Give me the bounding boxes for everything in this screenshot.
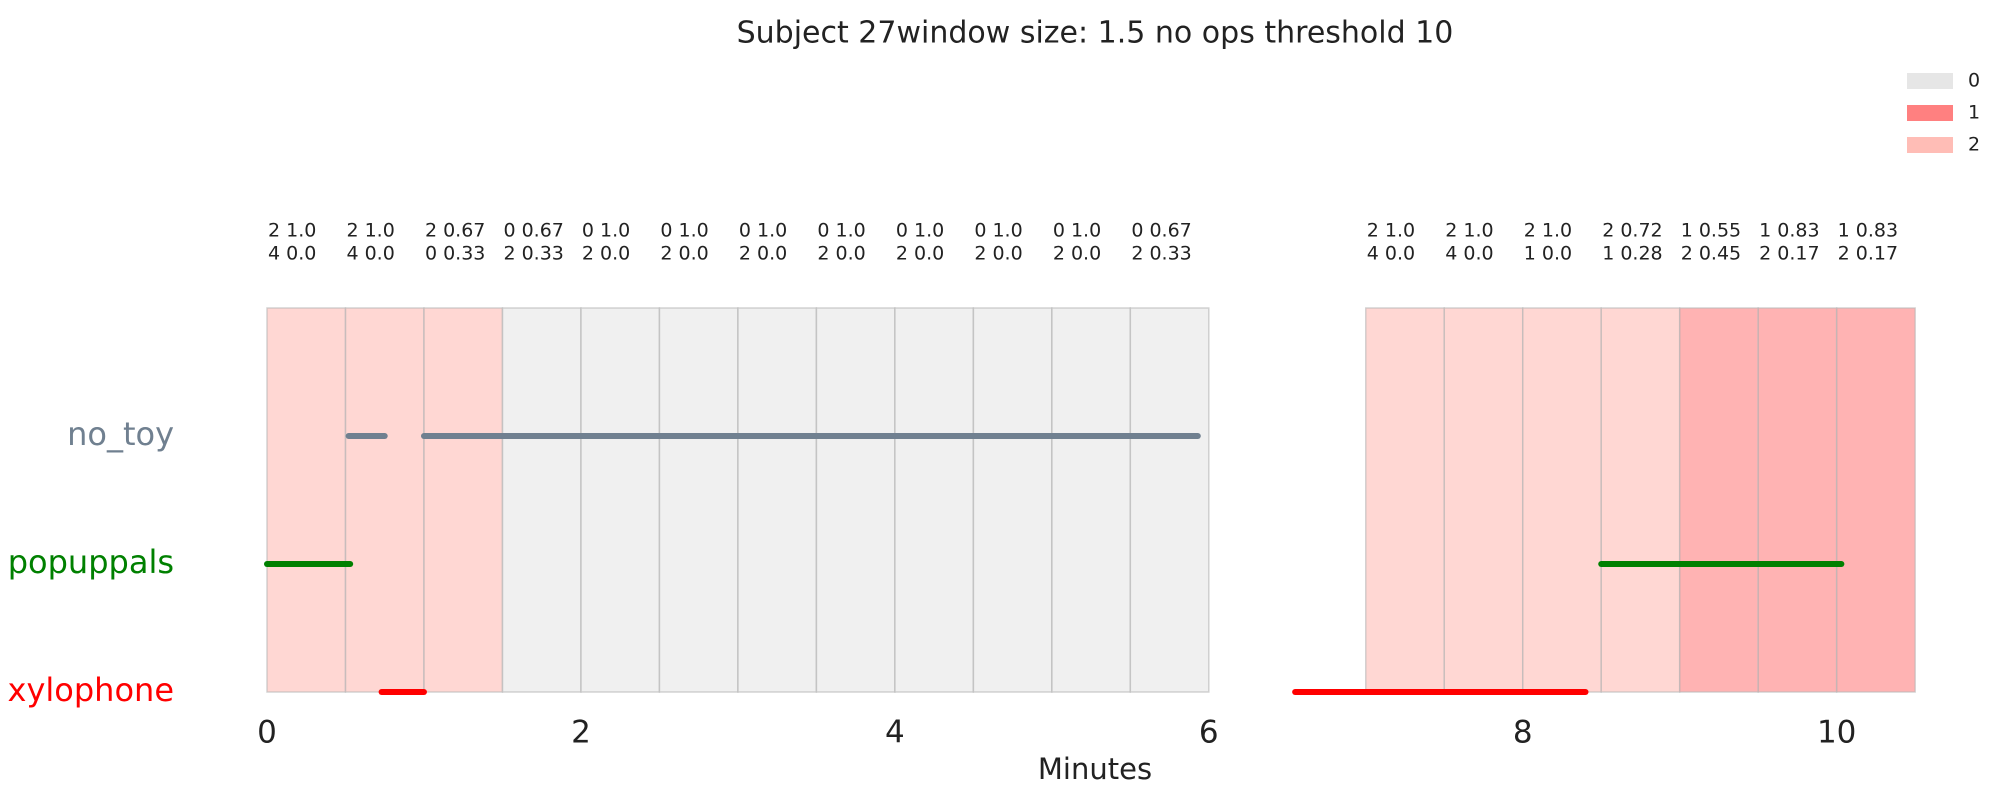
window-band bbox=[1129, 307, 1210, 693]
x-tick-label: 10 bbox=[1817, 715, 1856, 751]
window-label: 0 0.67 bbox=[1131, 220, 1191, 242]
x-tick-label: 8 bbox=[1513, 715, 1533, 751]
window-label: 2 0.45 bbox=[1681, 243, 1741, 265]
window-label: 1 0.55 bbox=[1681, 220, 1741, 242]
x-tick-label: 0 bbox=[257, 715, 277, 751]
legend-label: 0 bbox=[1968, 70, 1980, 92]
legend-swatch bbox=[1907, 137, 1953, 153]
chart-title: Subject 27window size: 1.5 no ops thresh… bbox=[737, 16, 1454, 51]
window-band bbox=[1521, 307, 1602, 693]
window-label: 0 1.0 bbox=[974, 220, 1022, 242]
window-label: 0 0.67 bbox=[503, 220, 563, 242]
window-label: 0 1.0 bbox=[582, 220, 630, 242]
window-label: 4 0.0 bbox=[1445, 243, 1493, 265]
window-label: 0 1.0 bbox=[896, 220, 944, 242]
window-label: 2 0.0 bbox=[660, 243, 708, 265]
window-label: 2 0.33 bbox=[1131, 243, 1191, 265]
window-label: 2 1.0 bbox=[268, 220, 316, 242]
window-label: 2 0.17 bbox=[1838, 243, 1898, 265]
row-label: xylophone bbox=[8, 671, 174, 709]
legend-swatch bbox=[1907, 73, 1953, 89]
window-label: 2 0.72 bbox=[1602, 220, 1662, 242]
window-label: 0 1.0 bbox=[817, 220, 865, 242]
window-label: 2 0.17 bbox=[1759, 243, 1819, 265]
window-band bbox=[501, 307, 582, 693]
window-band bbox=[894, 307, 975, 693]
window-label: 2 1.0 bbox=[346, 220, 394, 242]
window-band bbox=[1443, 307, 1524, 693]
window-label: 2 1.0 bbox=[1524, 220, 1572, 242]
window-band bbox=[1678, 307, 1759, 693]
window-label: 2 1.0 bbox=[1367, 220, 1415, 242]
row-label: popuppals bbox=[8, 543, 174, 581]
x-tick-label: 4 bbox=[885, 715, 905, 751]
window-label: 2 0.33 bbox=[503, 243, 563, 265]
window-label: 2 0.0 bbox=[1053, 243, 1101, 265]
legend-label: 1 bbox=[1968, 102, 1980, 124]
window-band bbox=[658, 307, 739, 693]
x-tick-label: 6 bbox=[1199, 715, 1219, 751]
window-label: 2 0.0 bbox=[896, 243, 944, 265]
window-band bbox=[344, 307, 425, 693]
legend-label: 2 bbox=[1968, 134, 1980, 156]
window-label: 0 1.0 bbox=[739, 220, 787, 242]
window-label: 1 0.83 bbox=[1759, 220, 1819, 242]
window-label: 4 0.0 bbox=[1367, 243, 1415, 265]
window-label: 2 0.67 bbox=[425, 220, 485, 242]
window-label: 1 0.83 bbox=[1838, 220, 1898, 242]
window-band bbox=[972, 307, 1053, 693]
window-label: 2 0.0 bbox=[974, 243, 1022, 265]
window-label: 1 0.28 bbox=[1602, 243, 1662, 265]
window-band bbox=[1757, 307, 1838, 693]
window-label: 0 1.0 bbox=[1053, 220, 1101, 242]
x-axis-label: Minutes bbox=[1038, 752, 1152, 786]
window-band bbox=[580, 307, 661, 693]
row-label: no_toy bbox=[67, 415, 174, 453]
window-label: 0 0.33 bbox=[425, 243, 485, 265]
window-label: 4 0.0 bbox=[268, 243, 316, 265]
window-band bbox=[815, 307, 896, 693]
window-label: 0 1.0 bbox=[660, 220, 708, 242]
x-tick-label: 2 bbox=[571, 715, 591, 751]
window-band bbox=[1051, 307, 1132, 693]
window-label: 2 0.0 bbox=[817, 243, 865, 265]
window-band bbox=[1600, 307, 1681, 693]
window-band bbox=[1365, 307, 1446, 693]
window-band bbox=[423, 307, 504, 693]
window-band bbox=[266, 307, 347, 693]
window-label: 2 0.0 bbox=[739, 243, 787, 265]
window-band bbox=[737, 307, 818, 693]
window-label: 1 0.0 bbox=[1524, 243, 1572, 265]
window-band bbox=[1835, 307, 1916, 693]
window-label: 2 0.0 bbox=[582, 243, 630, 265]
window-label: 4 0.0 bbox=[346, 243, 394, 265]
window-label: 2 1.0 bbox=[1445, 220, 1493, 242]
legend-swatch bbox=[1907, 105, 1953, 121]
